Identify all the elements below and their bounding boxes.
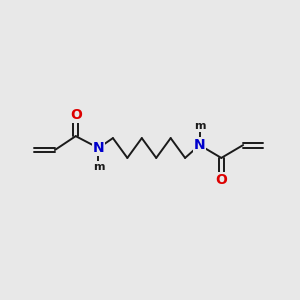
Text: O: O	[215, 173, 227, 187]
Text: O: O	[70, 108, 82, 122]
Text: N: N	[93, 141, 104, 155]
Text: N: N	[194, 138, 205, 152]
Text: m: m	[194, 121, 205, 131]
Text: m: m	[93, 162, 104, 172]
